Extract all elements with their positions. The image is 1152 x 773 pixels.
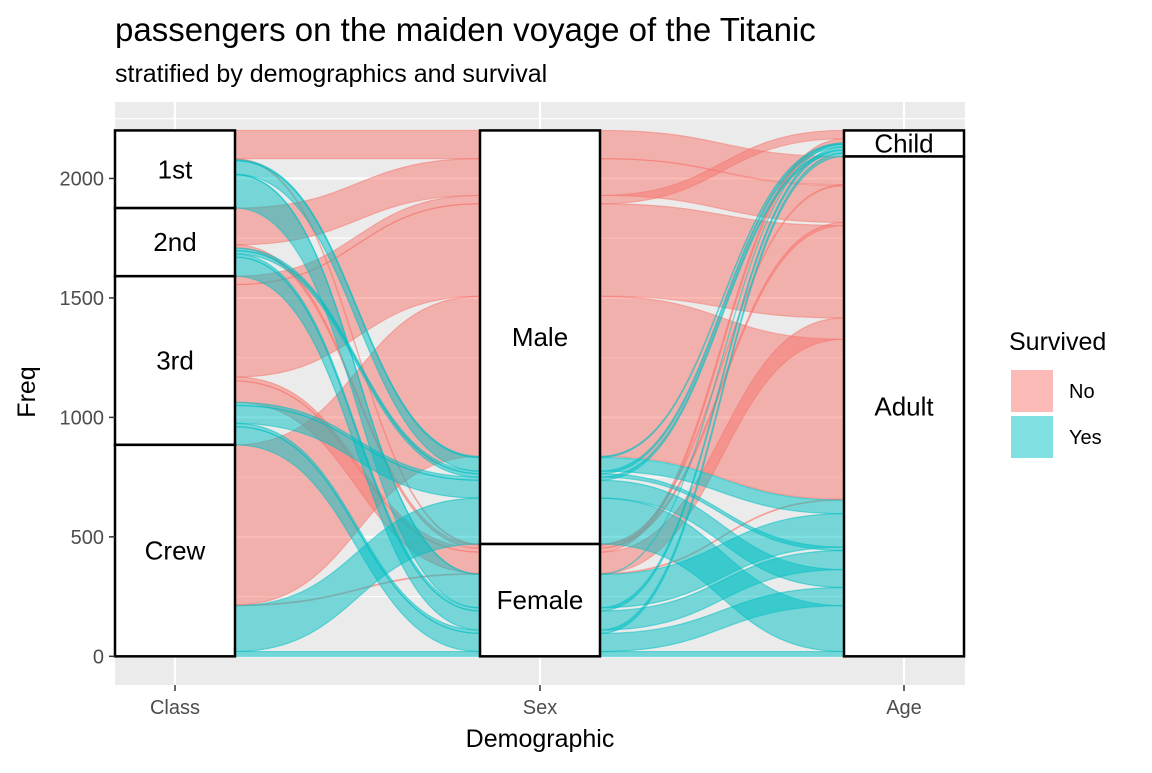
flow-class-crew-to-female-yes [234,650,481,657]
legend-swatch-yes [1011,416,1053,458]
x-tick-label-age: Age [886,697,922,719]
stratum-label-1st: 1st [158,154,193,184]
legend-swatch-no [1011,370,1053,412]
chart-title: passengers on the maiden voyage of the T… [115,11,816,48]
y-axis-title: Freq [13,366,41,417]
chart-subtitle: stratified by demographics and survival [115,60,547,88]
stratum-class-2nd [113,206,237,278]
stratum-class-1st [113,129,237,210]
x-tick-label-class: Class [150,697,200,719]
y-tick-label: 0 [93,646,104,668]
stratum-label-child: Child [874,128,933,158]
legend: Survived No Yes [1009,328,1106,459]
stratum-label-adult: Adult [874,391,934,421]
y-axis: 0 500 1000 1500 2000 [60,168,115,668]
stratum-sex-male [478,129,602,546]
x-tick-label-sex: Sex [523,697,557,719]
x-axis-title: Demographic [466,725,615,753]
y-tick-label: 2000 [60,168,105,190]
legend-label-yes: Yes [1069,427,1102,449]
x-axis: Class Sex Age [150,685,922,719]
y-tick-label: 1500 [60,288,105,310]
stratum-label-3rd: 3rd [156,346,194,376]
legend-title: Survived [1009,328,1106,356]
flows [234,129,845,657]
stratum-sex-female [478,542,602,658]
stratum-label-2nd: 2nd [153,227,196,257]
stratum-class-3rd [113,274,237,447]
stratum-label-female: Female [497,585,584,615]
legend-label-no: No [1069,381,1095,403]
stratum-label-male: Male [512,322,568,352]
y-tick-label: 1000 [60,407,105,429]
stratum-age-adult [842,155,966,658]
stratum-class-crew [113,443,237,658]
flow-class-1st-to-male-no [234,129,481,160]
strata: 1st 2nd 3rd Crew Male Female Child Adult [113,128,966,658]
y-tick-label: 500 [71,527,104,549]
stratum-label-crew: Crew [145,536,206,566]
flow-sex-female-to-adult-yes [599,650,845,657]
